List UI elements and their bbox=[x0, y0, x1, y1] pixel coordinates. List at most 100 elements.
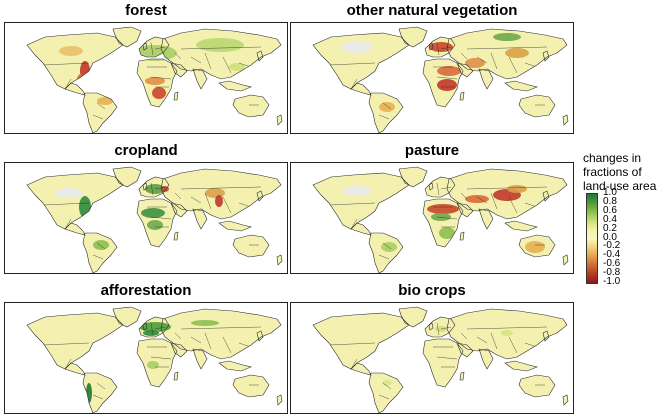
change-patches bbox=[343, 185, 545, 253]
country-border bbox=[64, 218, 72, 230]
legend-tick-label: -0.4 bbox=[603, 249, 621, 261]
coastline-north-america bbox=[312, 32, 410, 90]
country-border bbox=[350, 358, 358, 370]
landmass-south-america bbox=[83, 373, 117, 413]
coastline-north-america bbox=[312, 172, 410, 230]
land-layer bbox=[27, 167, 282, 273]
panel-title-bio-crops: bio crops bbox=[398, 282, 466, 299]
map-afforestation bbox=[4, 302, 288, 414]
coastline-uk bbox=[428, 182, 434, 191]
landmass-new-zealand bbox=[277, 255, 282, 265]
landmass-arabia bbox=[171, 203, 187, 217]
map-bio-crops bbox=[290, 302, 574, 414]
landmass-new-zealand bbox=[563, 255, 568, 265]
landmass-new-zealand bbox=[277, 395, 282, 405]
landmass-indonesia bbox=[219, 221, 251, 231]
coastline-central-america bbox=[64, 82, 86, 96]
change-patch bbox=[191, 320, 219, 326]
coastline-greenland bbox=[398, 306, 428, 328]
coastline-madagascar bbox=[173, 371, 179, 381]
country-border bbox=[42, 342, 90, 346]
change-patch bbox=[379, 102, 395, 112]
country-border bbox=[180, 46, 262, 50]
country-border bbox=[466, 186, 548, 190]
country-border bbox=[150, 216, 172, 220]
legend-tick-label: -0.2 bbox=[603, 240, 621, 252]
country-border bbox=[190, 196, 202, 204]
coastline-central-america bbox=[350, 222, 372, 236]
coastline-arabia bbox=[170, 62, 188, 78]
change-patch bbox=[437, 79, 457, 91]
legend-title-line-1: changes in bbox=[583, 151, 642, 165]
country-border bbox=[476, 56, 488, 64]
coastline-india bbox=[478, 68, 494, 90]
change-patch bbox=[133, 45, 177, 61]
coastline-greenland bbox=[398, 26, 428, 48]
coastlines bbox=[312, 306, 569, 413]
land-layer bbox=[313, 307, 568, 413]
country-border bbox=[490, 52, 498, 70]
legend-tick-label: -0.6 bbox=[603, 258, 621, 270]
landmass-australia bbox=[233, 235, 269, 257]
coastline-madagascar bbox=[173, 91, 179, 101]
coastline-arabia bbox=[170, 202, 188, 218]
coastlines bbox=[312, 166, 569, 273]
country-border bbox=[150, 42, 154, 56]
coastline-madagascar bbox=[459, 231, 465, 241]
coastline-indonesia bbox=[504, 360, 538, 372]
coastline-japan bbox=[256, 50, 264, 62]
legend-tick-label: -0.8 bbox=[603, 267, 621, 279]
country-border bbox=[440, 326, 452, 330]
change-patch bbox=[145, 77, 165, 85]
landmass-indonesia bbox=[505, 81, 537, 91]
country-border bbox=[174, 192, 182, 200]
coastline-asia bbox=[160, 168, 282, 220]
landmass-india bbox=[479, 69, 493, 89]
landmass-india bbox=[479, 209, 493, 229]
panel-title-cropland: cropland bbox=[114, 142, 178, 159]
change-patch bbox=[505, 48, 529, 58]
country-border bbox=[42, 62, 90, 66]
coastline-indonesia bbox=[218, 80, 252, 92]
coastline-japan bbox=[542, 50, 550, 62]
coastline-madagascar bbox=[459, 371, 465, 381]
country-border bbox=[436, 182, 440, 196]
coastline-south-america bbox=[82, 232, 118, 273]
coastline-new-zealand bbox=[276, 254, 283, 266]
change-patch bbox=[196, 38, 244, 52]
coastline-north-america bbox=[26, 312, 124, 370]
coastline-africa bbox=[422, 58, 464, 108]
coastline-asia bbox=[160, 28, 282, 80]
coastline-europe bbox=[424, 36, 456, 58]
landmass-central-america bbox=[65, 363, 85, 375]
coastline-greenland bbox=[112, 306, 142, 328]
country-border bbox=[378, 254, 390, 260]
legend-tick-label: 0.8 bbox=[603, 195, 617, 207]
country-border bbox=[508, 56, 518, 74]
legend-tick-label: 1.0 bbox=[603, 187, 617, 198]
coastline-europe bbox=[424, 316, 456, 338]
coastline-australia bbox=[518, 234, 556, 258]
coastline-central-america bbox=[64, 222, 86, 236]
country-border bbox=[350, 78, 358, 90]
legend-tick-label: 0.2 bbox=[603, 222, 617, 234]
country-border bbox=[180, 326, 262, 330]
coastline-asia bbox=[446, 308, 568, 360]
country-border bbox=[92, 114, 104, 120]
change-patch bbox=[79, 196, 91, 218]
landmass-south-america bbox=[369, 233, 403, 273]
coastlines bbox=[26, 166, 283, 273]
coastline-australia bbox=[232, 374, 270, 398]
country-border bbox=[466, 46, 548, 50]
coastline-japan bbox=[256, 190, 264, 202]
legend-title-line-3: land-use area bbox=[583, 179, 657, 193]
country-border bbox=[378, 114, 390, 120]
landmass-indonesia bbox=[219, 361, 251, 371]
panel-title-other-natural-vegetation: other natural vegetation bbox=[346, 2, 518, 19]
landmass-australia bbox=[233, 95, 269, 117]
coastline-india bbox=[192, 348, 208, 370]
coastline-australia bbox=[232, 94, 270, 118]
coastline-arabia bbox=[170, 342, 188, 358]
coastline-india bbox=[478, 348, 494, 370]
country-border bbox=[64, 358, 72, 370]
